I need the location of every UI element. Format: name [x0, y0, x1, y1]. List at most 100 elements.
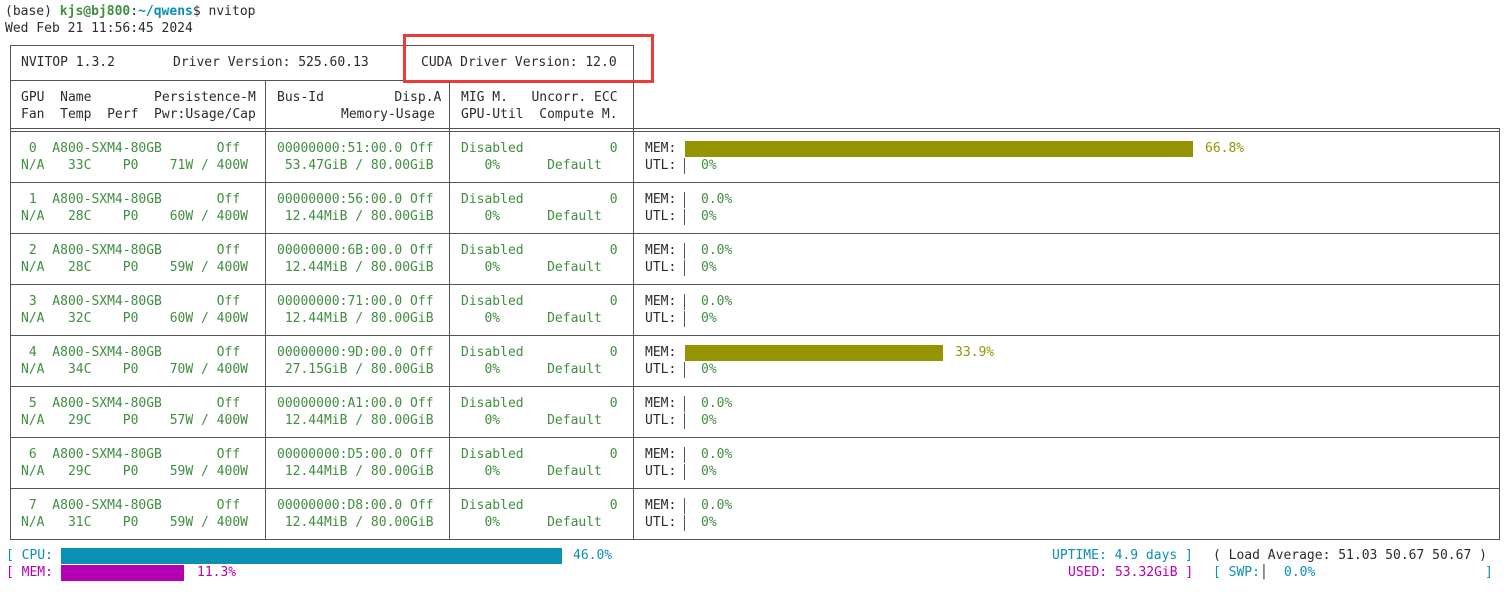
col-header-busid: Bus-Id Disp.A	[277, 90, 442, 105]
gpu-utl-separator	[684, 311, 685, 327]
gpu-row-index-name-persistence: 5 A800-SXM4-80GB Off	[21, 396, 241, 411]
gpu-utl-value: 0%	[701, 413, 717, 428]
prompt-symbol: $	[192, 4, 209, 19]
gpu-row-fan-temp-power: N/A 31C P0 59W / 400W	[21, 515, 248, 530]
gpu-mem-value: 0.0%	[701, 447, 733, 462]
table-header-separator	[10, 128, 1500, 129]
gpu-utl-label: UTL:	[645, 209, 677, 224]
col-header-mig: MIG M. Uncorr. ECC	[461, 90, 618, 105]
gpu-mem-separator	[684, 192, 685, 208]
gpu-row-bus-id: 00000000:6B:00.0 Off	[277, 243, 434, 258]
gpu-row-memory-usage: 12.44MiB / 80.00GiB	[277, 464, 434, 479]
cuda-driver-version: CUDA Driver Version: 12.0	[421, 55, 617, 70]
host-mem-bar	[61, 565, 184, 581]
gpu-row-memory-usage: 27.15GiB / 80.00GiB	[277, 362, 434, 377]
gpu-row-util-compute: 0% Default	[461, 209, 602, 224]
gpu-utl-label: UTL:	[645, 515, 677, 530]
host-cpu-label: [ CPU:	[6, 548, 53, 563]
gpu-mem-label: MEM:	[645, 243, 677, 258]
gpu-mem-bar	[685, 141, 1193, 157]
gpu-row-bus-id: 00000000:A1:00.0 Off	[277, 396, 434, 411]
gpu-mem-value: 0.0%	[701, 396, 733, 411]
col-header-memory-usage: Memory-Usage	[341, 107, 435, 122]
datetime: Wed Feb 21 11:56:45 2024	[5, 21, 193, 36]
gpu-utl-separator	[684, 158, 685, 174]
header-box	[10, 45, 634, 81]
host-uptime: UPTIME: 4.9 days ]	[1052, 548, 1193, 563]
gpu-utl-label: UTL:	[645, 464, 677, 479]
gpu-row-mig-ecc: Disabled 0	[461, 345, 618, 360]
gpu-mem-label: MEM:	[645, 192, 677, 207]
gpu-row-bus-id: 00000000:D8:00.0 Off	[277, 498, 434, 513]
gpu-mem-label: MEM:	[645, 345, 677, 360]
gpu-row-index-name-persistence: 2 A800-SXM4-80GB Off	[21, 243, 241, 258]
gpu-row-memory-usage: 53.47GiB / 80.00GiB	[277, 158, 434, 173]
gpu-mem-bar	[685, 345, 943, 361]
shell-prompt: (base) kjs@bj800:~/qwens$ nvitop	[5, 3, 256, 20]
table-left-border	[10, 81, 11, 540]
gpu-mem-label: MEM:	[645, 447, 677, 462]
gpu-utl-value: 0%	[701, 209, 717, 224]
host-used: USED: 53.32GiB ]	[1068, 565, 1194, 580]
row-separator	[10, 488, 1500, 489]
gpu-mem-value: 0.0%	[701, 294, 733, 309]
gpu-utl-value: 0%	[701, 362, 717, 377]
table-divider-2	[449, 81, 450, 540]
nvitop-version: NVITOP 1.3.2	[21, 55, 115, 70]
gpu-row-mig-ecc: Disabled 0	[461, 192, 618, 207]
gpu-row-index-name-persistence: 0 A800-SXM4-80GB Off	[21, 141, 241, 156]
col-header-gpu-name: GPU Name Persistence-M	[21, 90, 256, 105]
gpu-row-util-compute: 0% Default	[461, 311, 602, 326]
gpu-row-index-name-persistence: 7 A800-SXM4-80GB Off	[21, 498, 241, 513]
gpu-row-memory-usage: 12.44MiB / 80.00GiB	[277, 311, 434, 326]
gpu-row-mig-ecc: Disabled 0	[461, 498, 618, 513]
gpu-utl-label: UTL:	[645, 311, 677, 326]
col-header-gpu-util: GPU-Util Compute M.	[461, 107, 618, 122]
gpu-mem-value: 0.0%	[701, 192, 733, 207]
gpu-utl-value: 0%	[701, 260, 717, 275]
table-bottom-border	[10, 539, 1500, 540]
gpu-utl-separator	[684, 515, 685, 531]
gpu-row-bus-id: 00000000:9D:00.0 Off	[277, 345, 434, 360]
gpu-mem-value: 33.9%	[955, 345, 995, 360]
prompt-prefix: (base)	[5, 4, 60, 19]
gpu-utl-separator	[684, 260, 685, 276]
gpu-utl-value: 0%	[701, 515, 717, 530]
gpu-row-index-name-persistence: 6 A800-SXM4-80GB Off	[21, 447, 241, 462]
driver-version: Driver Version: 525.60.13	[173, 55, 369, 70]
gpu-row-mig-ecc: Disabled 0	[461, 294, 618, 309]
gpu-row-index-name-persistence: 1 A800-SXM4-80GB Off	[21, 192, 241, 207]
gpu-row-bus-id: 00000000:51:00.0 Off	[277, 141, 434, 156]
gpu-row-fan-temp-power: N/A 29C P0 57W / 400W	[21, 413, 248, 428]
row-separator	[10, 182, 1500, 183]
gpu-row-util-compute: 0% Default	[461, 464, 602, 479]
gpu-row-util-compute: 0% Default	[461, 362, 602, 377]
gpu-row-bus-id: 00000000:56:00.0 Off	[277, 192, 434, 207]
table-right-border	[1499, 129, 1500, 540]
host-mem-value: 11.3%	[197, 565, 237, 580]
gpu-utl-label: UTL:	[645, 362, 677, 377]
gpu-mem-separator	[684, 498, 685, 514]
gpu-row-mig-ecc: Disabled 0	[461, 447, 618, 462]
gpu-row-memory-usage: 12.44MiB / 80.00GiB	[277, 413, 434, 428]
gpu-mem-label: MEM:	[645, 498, 677, 513]
gpu-row-memory-usage: 12.44MiB / 80.00GiB	[277, 209, 434, 224]
row-separator	[10, 437, 1500, 438]
host-swp-value: 0.0%	[1284, 565, 1316, 580]
prompt-path: ~/qwens	[138, 4, 193, 19]
gpu-row-memory-usage: 12.44MiB / 80.00GiB	[277, 260, 434, 275]
gpu-row-fan-temp-power: N/A 34C P0 70W / 400W	[21, 362, 248, 377]
gpu-mem-separator	[684, 294, 685, 310]
gpu-utl-separator	[684, 464, 685, 480]
gpu-row-fan-temp-power: N/A 32C P0 60W / 400W	[21, 311, 248, 326]
gpu-row-util-compute: 0% Default	[461, 413, 602, 428]
gpu-utl-separator	[684, 413, 685, 429]
gpu-row-mig-ecc: Disabled 0	[461, 396, 618, 411]
gpu-row-index-name-persistence: 4 A800-SXM4-80GB Off	[21, 345, 241, 360]
gpu-mem-separator	[684, 243, 685, 259]
gpu-utl-value: 0%	[701, 464, 717, 479]
gpu-mem-label: MEM:	[645, 396, 677, 411]
row-separator	[10, 386, 1500, 387]
host-load-average: ( Load Average: 51.03 50.67 50.67 )	[1213, 548, 1487, 563]
table-divider-3	[633, 81, 634, 540]
